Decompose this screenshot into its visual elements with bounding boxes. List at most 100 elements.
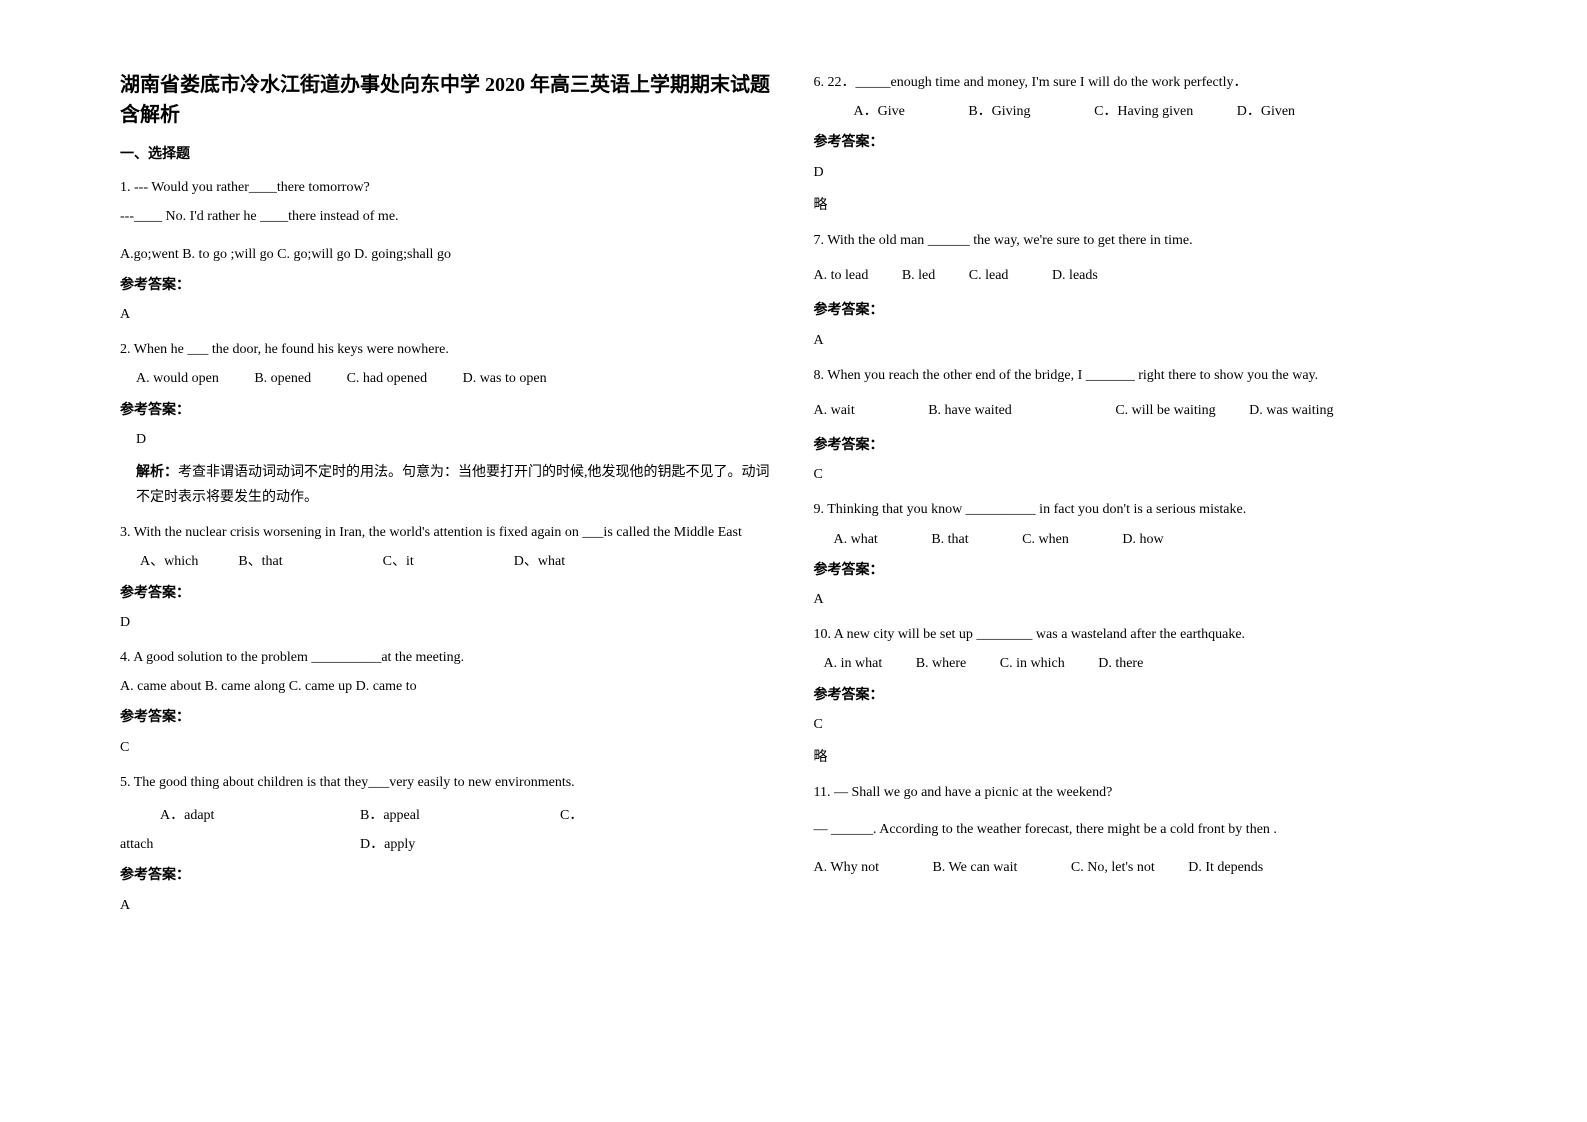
q5-options-row1: A．adapt B．appeal C． [160, 803, 774, 828]
q2-optB: B. opened [254, 366, 311, 391]
q8-answer: C [814, 462, 1468, 487]
q8-optD: D. was waiting [1249, 403, 1333, 418]
q10-optA: A. in what [824, 656, 883, 671]
q10-options: A. in what B. where C. in which D. there [824, 651, 1468, 676]
q8-optB: B. have waited [928, 403, 1012, 418]
q6-optA: A．Give [854, 104, 905, 119]
q6-lue: 略 [814, 193, 1468, 218]
q11-optC: C. No, let's not [1071, 860, 1155, 875]
q6-optC: C．Having given [1094, 104, 1193, 119]
q10-optD: D. there [1098, 656, 1143, 671]
question-8: 8. When you reach the other end of the b… [814, 363, 1468, 488]
q5-options-row2: attach D．apply [120, 832, 774, 857]
answer-label: 参考答案： [814, 298, 1468, 323]
q7-options: A. to lead B. led C. lead D. leads [814, 263, 1468, 288]
answer-label: 参考答案： [120, 273, 774, 298]
q10-optC: C. in which [1000, 656, 1065, 671]
q9-optD: D. how [1122, 532, 1163, 547]
q7-text: 7. With the old man ______ the way, we'r… [814, 228, 1468, 253]
q10-answer: C [814, 712, 1468, 737]
q2-optC: C. had opened [347, 366, 427, 391]
q4-options: A. came about B. came along C. came up D… [120, 674, 774, 699]
q3-answer: D [120, 610, 774, 635]
question-9: 9. Thinking that you know __________ in … [814, 497, 1468, 612]
section-header: 一、选择题 [120, 142, 774, 167]
answer-label: 参考答案： [814, 683, 1468, 708]
q2-optA: A. would open [136, 366, 219, 391]
q10-lue: 略 [814, 745, 1468, 770]
q9-optC: C. when [1022, 532, 1069, 547]
q9-answer: A [814, 587, 1468, 612]
q6-optD: D．Given [1237, 104, 1295, 119]
q9-text: 9. Thinking that you know __________ in … [814, 497, 1468, 522]
question-7: 7. With the old man ______ the way, we'r… [814, 228, 1468, 353]
document-title: 湖南省娄底市冷水江街道办事处向东中学 2020 年高三英语上学期期末试题含解析 [120, 70, 774, 130]
q7-answer: A [814, 328, 1468, 353]
q1-options: A.go;went B. to go ;will go C. go;will g… [120, 242, 774, 267]
q3-text: 3. With the nuclear crisis worsening in … [120, 520, 774, 545]
question-3: 3. With the nuclear crisis worsening in … [120, 520, 774, 635]
explain-label: 解析： [136, 465, 178, 480]
question-10: 10. A new city will be set up ________ w… [814, 622, 1468, 770]
q2-explain-text: 考查非谓语动词动词不定时的用法。句意为：当他要打开门的时候,他发现他的钥匙不见了… [136, 465, 770, 505]
q6-optB: B．Giving [968, 104, 1030, 119]
q5-text: 5. The good thing about children is that… [120, 770, 774, 795]
q6-answer: D [814, 160, 1468, 185]
q2-answer: D [136, 427, 774, 452]
q5-optC: C． [560, 803, 583, 828]
q1-line1: 1. --- Would you rather____there tomorro… [120, 175, 774, 200]
q3-optC: C、it [383, 549, 414, 574]
q11-options: A. Why not B. We can wait C. No, let's n… [814, 855, 1468, 880]
q9-optB: B. that [931, 532, 968, 547]
answer-label: 参考答案： [814, 130, 1468, 155]
q8-optC: C. will be waiting [1115, 403, 1215, 418]
answer-label: 参考答案： [814, 433, 1468, 458]
question-5: 5. The good thing about children is that… [120, 770, 774, 918]
q7-optD: D. leads [1052, 268, 1098, 283]
q2-explanation: 解析：考查非谓语动词动词不定时的用法。句意为：当他要打开门的时候,他发现他的钥匙… [136, 460, 774, 510]
q3-options: A、which B、that C、it D、what [140, 549, 774, 574]
q7-optA: A. to lead [814, 268, 869, 283]
q8-options: A. wait B. have waited C. will be waitin… [814, 398, 1468, 423]
answer-label: 参考答案： [814, 558, 1468, 583]
q2-text: 2. When he ___ the door, he found his ke… [120, 337, 774, 362]
q2-optD: D. was to open [463, 366, 547, 391]
q10-optB: B. where [916, 656, 967, 671]
q6-text: 6. 22．_____enough time and money, I'm su… [814, 70, 1468, 95]
q3-optA: A、which [140, 549, 198, 574]
q3-optB: B、that [238, 549, 282, 574]
q11-optA: A. Why not [814, 860, 879, 875]
q4-text: 4. A good solution to the problem ______… [120, 645, 774, 670]
q1-answer: A [120, 302, 774, 327]
q7-optC: C. lead [969, 268, 1009, 283]
answer-label: 参考答案： [120, 863, 774, 888]
question-4: 4. A good solution to the problem ______… [120, 645, 774, 760]
answer-label: 参考答案： [120, 581, 774, 606]
q5-attach: attach [120, 832, 360, 857]
q11-line2: — ______. According to the weather forec… [814, 817, 1468, 842]
answer-label: 参考答案： [120, 705, 774, 730]
question-1: 1. --- Would you rather____there tomorro… [120, 175, 774, 327]
answer-label: 参考答案： [120, 398, 774, 423]
q5-answer: A [120, 893, 774, 918]
q11-text: 11. — Shall we go and have a picnic at t… [814, 780, 1468, 805]
q9-options: A. what B. that C. when D. how [834, 527, 1468, 552]
q9-optA: A. what [834, 532, 878, 547]
q11-optB: B. We can wait [932, 860, 1017, 875]
q3-optD: D、what [514, 549, 565, 574]
q4-answer: C [120, 735, 774, 760]
q11-optD: D. It depends [1188, 860, 1263, 875]
question-11: 11. — Shall we go and have a picnic at t… [814, 780, 1468, 880]
question-2: 2. When he ___ the door, he found his ke… [120, 337, 774, 510]
q2-options: A. would open B. opened C. had opened D.… [136, 366, 774, 391]
q7-optB: B. led [902, 268, 935, 283]
q1-line2: ---____ No. I'd rather he ____there inst… [120, 204, 774, 229]
q10-text: 10. A new city will be set up ________ w… [814, 622, 1468, 647]
right-column: 6. 22．_____enough time and money, I'm su… [794, 70, 1488, 1082]
q5-optB: B．appeal [360, 803, 560, 828]
q6-options: A．Give B．Giving C．Having given D．Given [854, 99, 1468, 124]
q8-optA: A. wait [814, 403, 855, 418]
question-6: 6. 22．_____enough time and money, I'm su… [814, 70, 1468, 218]
q8-text: 8. When you reach the other end of the b… [814, 363, 1468, 388]
left-column: 湖南省娄底市冷水江街道办事处向东中学 2020 年高三英语上学期期末试题含解析 … [100, 70, 794, 1082]
